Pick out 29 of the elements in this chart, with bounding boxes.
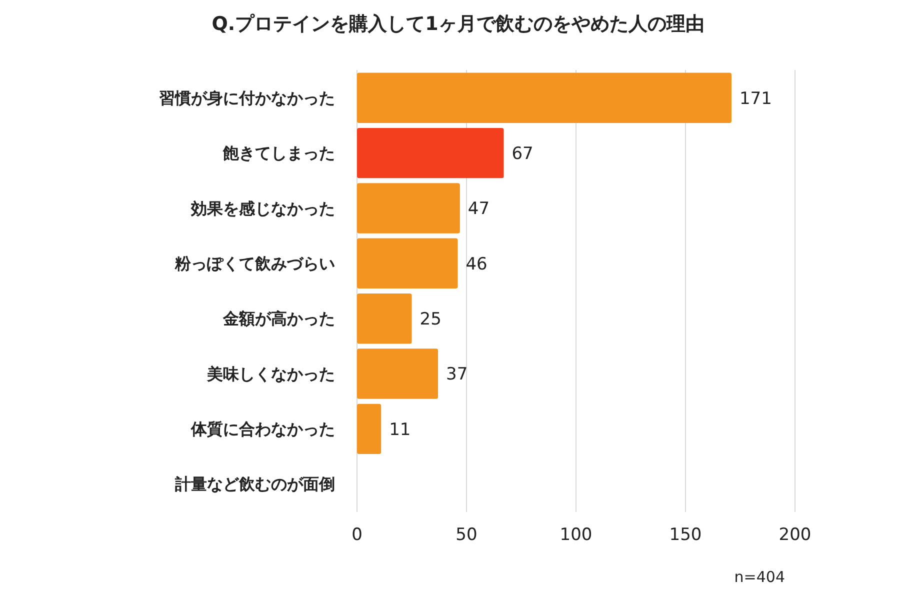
y-tick-label: 飽きてしまった xyxy=(222,144,335,163)
x-tick-label: 0 xyxy=(352,525,362,545)
data-label: 25 xyxy=(420,310,442,330)
data-label: 171 xyxy=(739,88,772,109)
bar xyxy=(357,238,458,289)
y-tick-label: 体質に合わなかった xyxy=(190,420,335,439)
x-tick-label: 50 xyxy=(456,525,478,545)
x-tick-label: 100 xyxy=(560,525,592,545)
y-tick-label: 計量など飲むのが面倒 xyxy=(174,474,335,494)
y-tick-label: 金額が高かった xyxy=(222,309,335,328)
chart-title: Q.プロテインを購入して1ヶ月で飲むのをやめた人の理由 xyxy=(212,13,704,35)
y-tick-label: 効果を感じなかった xyxy=(190,198,335,218)
y-tick-label: 習慣が身に付かなかった xyxy=(159,88,335,108)
bar xyxy=(357,404,382,454)
data-label: 37 xyxy=(446,364,468,385)
text: n=404 xyxy=(734,568,785,586)
y-tick-label: 粉っぽくて飲みづらい xyxy=(174,254,335,274)
data-label: 11 xyxy=(389,420,411,440)
bar xyxy=(357,348,438,399)
x-tick-label: 150 xyxy=(669,525,702,545)
bar xyxy=(357,293,412,344)
bar xyxy=(357,128,504,178)
x-tick-label: 200 xyxy=(778,525,812,545)
data-label: 47 xyxy=(468,199,490,220)
data-label: 46 xyxy=(466,254,488,274)
data-label: 67 xyxy=(512,144,534,164)
bar xyxy=(357,183,460,234)
bar xyxy=(357,72,732,123)
y-tick-label: 美味しくなかった xyxy=(206,364,335,384)
